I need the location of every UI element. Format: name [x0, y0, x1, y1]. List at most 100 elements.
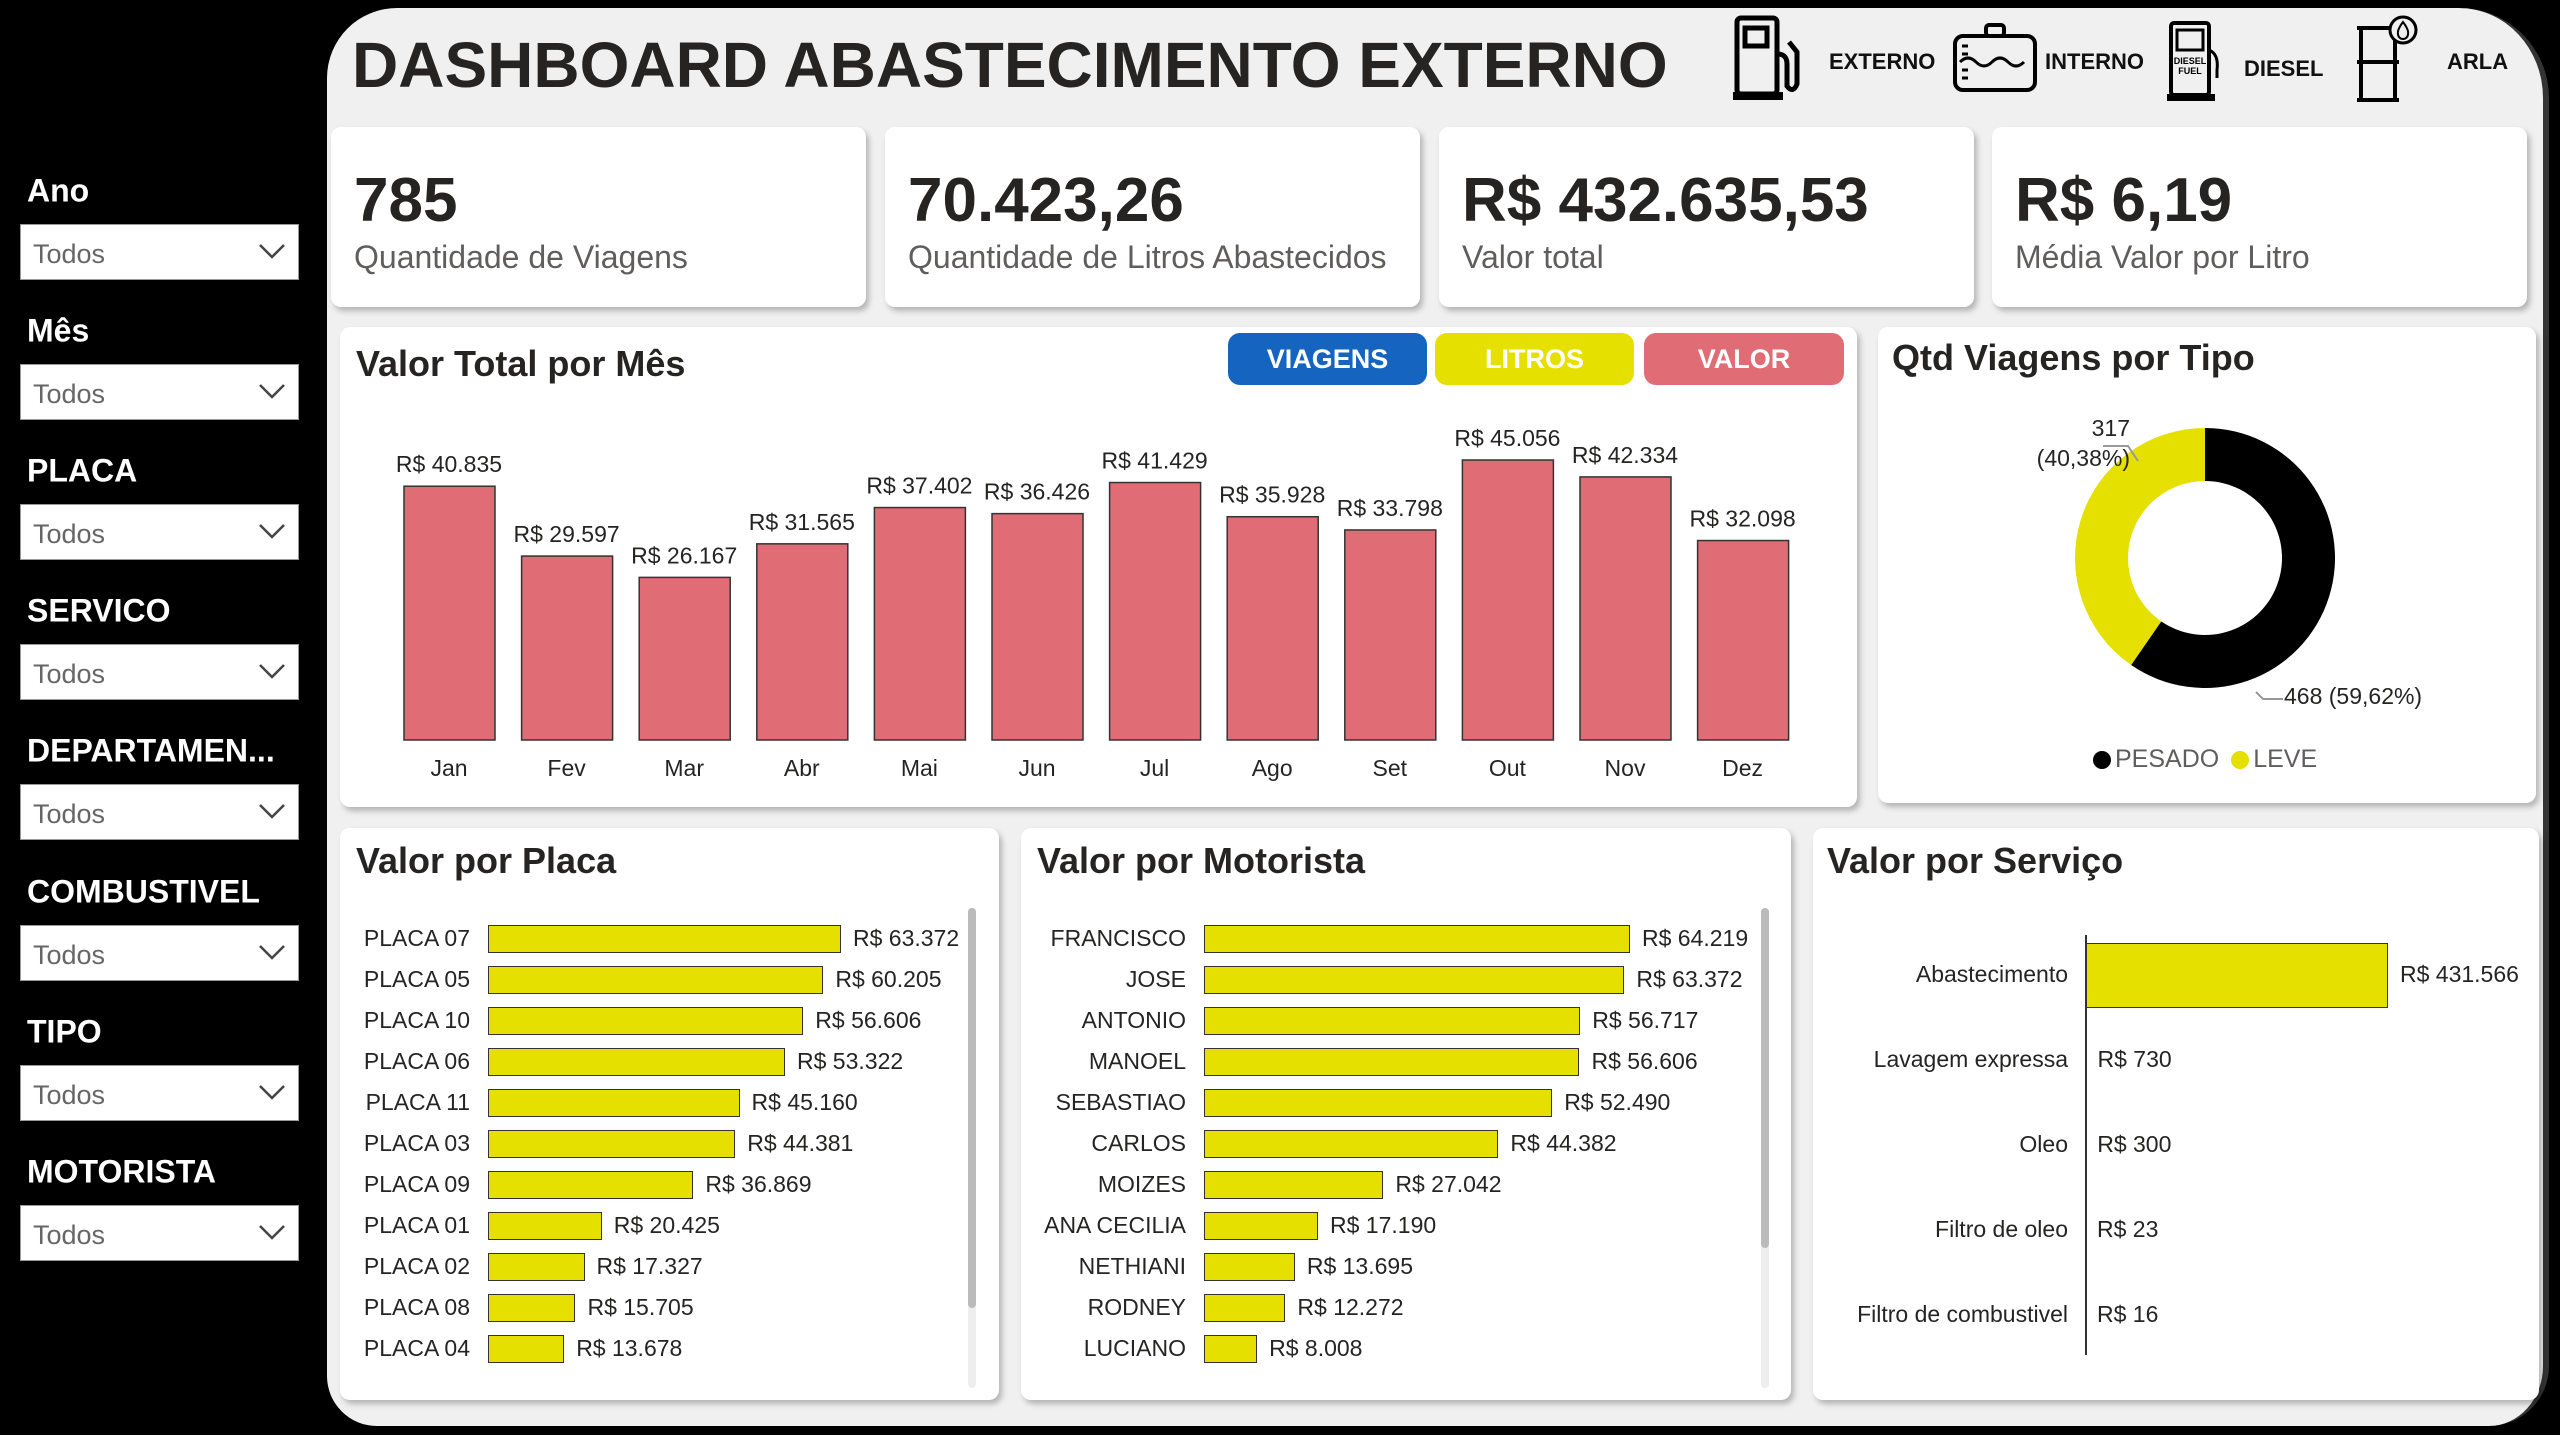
filter-label: DEPARTAMEN...	[27, 732, 275, 769]
bar-Mar[interactable]	[638, 576, 731, 741]
kpi-value: R$ 6,19	[2015, 166, 2233, 235]
bar[interactable]	[488, 1253, 585, 1281]
bar[interactable]	[488, 1048, 786, 1076]
barrel-drop-icon	[2357, 15, 2418, 102]
data-label: R$ 45.056	[1454, 425, 1560, 451]
bar-Fev[interactable]	[520, 555, 614, 741]
bar[interactable]	[1204, 1294, 1286, 1322]
slice-PESADO[interactable]	[2131, 428, 2335, 688]
data-label: R$ 15.705	[587, 1294, 694, 1320]
data-label: R$ 29.597	[514, 521, 620, 547]
bar[interactable]	[488, 1294, 576, 1322]
page-title: DASHBOARD ABASTECIMENTO EXTERNO	[352, 29, 1668, 101]
data-label: R$ 730	[2097, 1046, 2172, 1072]
category-label: PLACA 03	[363, 1130, 470, 1156]
kpi-card: R$ 6,19 Média Valor por Litro	[1992, 127, 2527, 307]
filter-label: TIPO	[27, 1013, 102, 1050]
bar[interactable]	[488, 1089, 740, 1117]
x-tick-label: Fev	[547, 755, 586, 781]
litros-button[interactable]: LITROS	[1435, 333, 1634, 385]
kpi-value: R$ 432.635,53	[1462, 166, 1869, 235]
bar-Jul[interactable]	[1108, 481, 1202, 741]
data-label: R$ 26.167	[631, 542, 737, 568]
filter-dropdown[interactable]: Todos	[20, 644, 299, 701]
bar-Dez[interactable]	[1696, 539, 1790, 741]
data-label: R$ 23	[2097, 1216, 2159, 1242]
bar[interactable]	[1204, 1048, 1580, 1076]
data-label: R$ 13.695	[1306, 1253, 1413, 1279]
data-label: R$ 35.928	[1219, 482, 1325, 508]
data-label: R$ 56.717	[1592, 1007, 1699, 1033]
data-label: R$ 63.372	[853, 925, 960, 951]
tank-icon	[1953, 23, 2037, 92]
bar[interactable]	[1204, 1007, 1581, 1035]
bar-Set[interactable]	[1344, 529, 1437, 741]
x-tick-label: Jan	[430, 755, 467, 781]
bar[interactable]	[2085, 942, 2388, 1008]
bar[interactable]	[1204, 966, 1625, 994]
bar-Jun[interactable]	[991, 512, 1084, 741]
legend-interno: INTERNO	[2045, 49, 2144, 74]
valor-button[interactable]: VALOR	[1644, 333, 1844, 385]
viagens-button[interactable]: VIAGENS	[1228, 333, 1427, 385]
data-label: R$ 60.205	[835, 966, 942, 992]
leve-percent-label: (40,38%)	[2036, 445, 2130, 471]
filter-dropdown[interactable]: Todos	[20, 224, 299, 280]
category-label: Filtro de oleo	[1935, 1216, 2068, 1242]
bar-Out[interactable]	[1461, 459, 1555, 741]
bar[interactable]	[488, 1212, 602, 1240]
bar[interactable]	[1204, 1130, 1499, 1158]
data-label: R$ 17.190	[1330, 1212, 1437, 1238]
bar[interactable]	[488, 1007, 804, 1035]
bar-Nov[interactable]	[1579, 476, 1672, 741]
category-label: JOSE	[1125, 966, 1186, 992]
legend-externo: EXTERNO	[1829, 49, 1936, 74]
dropdown-value: Todos	[33, 659, 106, 690]
bar[interactable]	[1204, 1212, 1319, 1240]
month-bar-chart: R$ 40.835 Jan R$ 29.597 Fev R$ 26.167 Mar R$ 3…	[396, 425, 1796, 781]
category-label: SEBASTIAO	[1055, 1089, 1186, 1115]
bar-Mai[interactable]	[873, 506, 967, 741]
chart-title: Valor Total por Mês	[356, 343, 686, 384]
filter-label: COMBUSTIVEL	[27, 873, 260, 909]
category-label: LUCIANO	[1083, 1335, 1186, 1361]
bar[interactable]	[1204, 925, 1630, 953]
data-label: R$ 41.429	[1102, 448, 1208, 474]
scrollbar[interactable]	[1761, 908, 1769, 1388]
bar[interactable]	[1204, 1335, 1258, 1363]
bar-Ago[interactable]	[1226, 515, 1319, 741]
filter-dropdown[interactable]: Todos	[20, 1064, 299, 1121]
bar[interactable]	[488, 966, 824, 994]
bar-Abr[interactable]	[756, 543, 849, 741]
category-label: Abastecimento	[1915, 961, 2068, 987]
category-label: PLACA 01	[363, 1212, 470, 1238]
x-tick-label: Jul	[1140, 755, 1169, 781]
bar[interactable]	[1204, 1253, 1295, 1281]
filter-dropdown[interactable]: Todos	[20, 924, 299, 981]
data-label: R$ 431.566	[2400, 961, 2519, 987]
data-label: R$ 36.426	[984, 479, 1090, 505]
bar[interactable]	[488, 1130, 736, 1158]
bar-Jan[interactable]	[403, 485, 496, 741]
filter-label: PLACA	[27, 452, 138, 489]
category-label: PLACA 08	[363, 1294, 470, 1320]
filter-dropdown[interactable]: Todos	[20, 504, 299, 561]
filter-dropdown[interactable]: Todos	[20, 1204, 299, 1261]
valor-por-placa-panel: Valor por Placa PLACA 07 R$ 63.372 PLACA 0…	[340, 828, 999, 1400]
x-tick-label: Dez	[1722, 755, 1763, 781]
bar[interactable]	[488, 925, 841, 953]
bar[interactable]	[1204, 1171, 1384, 1199]
scrollbar[interactable]	[968, 908, 976, 1388]
filter-dropdown[interactable]: Todos	[20, 364, 299, 421]
bar[interactable]	[488, 1335, 565, 1363]
leader-line	[2255, 691, 2283, 700]
bar[interactable]	[1204, 1089, 1553, 1117]
slice-LEVE[interactable]	[2075, 428, 2205, 665]
filter-dropdown[interactable]: Todos	[20, 784, 299, 841]
pesado-label: 468 (59,62%)	[2284, 683, 2423, 709]
bar[interactable]	[488, 1171, 694, 1199]
chevron-down-icon	[259, 664, 285, 680]
legend-diesel: DIESEL	[2244, 56, 2324, 81]
dropdown-value: Todos	[33, 939, 106, 970]
